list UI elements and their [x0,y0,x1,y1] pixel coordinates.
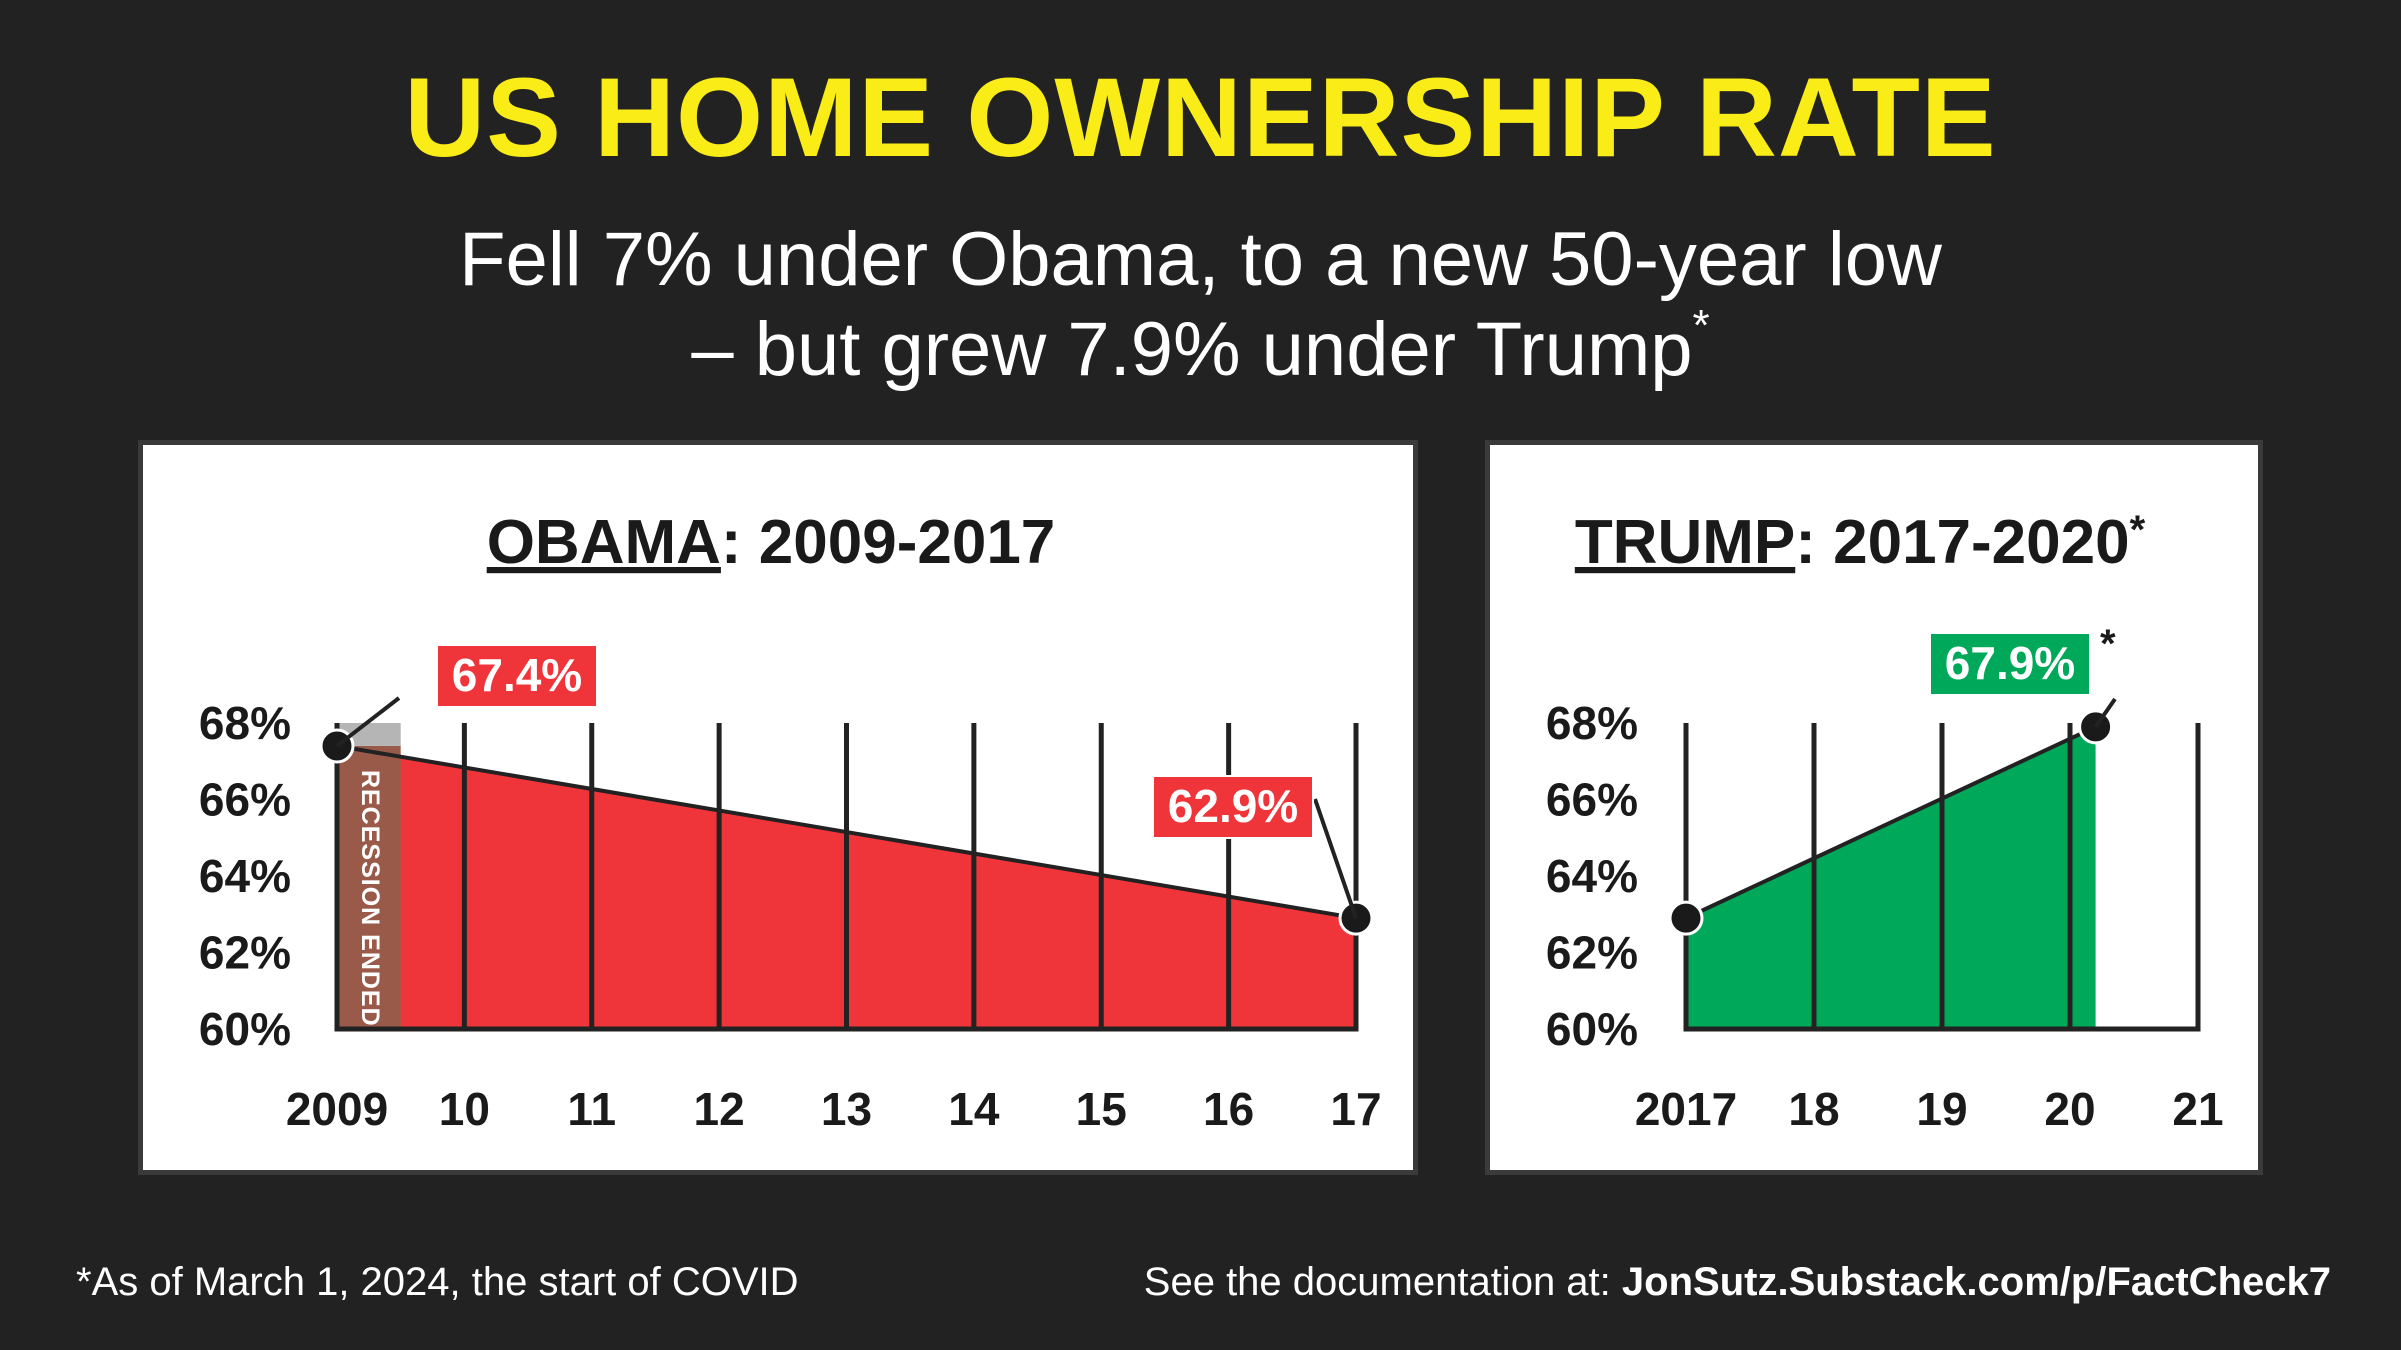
obama-chart-panel: OBAMA: 2009-2017 RECESSION ENDED 60% 62% 64%… [138,440,1418,1175]
x-tick-label: 18 [1788,1083,1839,1135]
subtitle-asterisk: * [1692,301,1710,350]
x-tick-label: 19 [1916,1083,1967,1135]
x-tick-label: 15 [1076,1083,1127,1135]
recession-label: RECESSION ENDED [356,770,384,1027]
y-tick-label: 68% [1546,697,1638,749]
y-tick-label: 64% [1546,850,1638,902]
panel-title-range: : 2017-2020 [1795,508,2129,577]
data-label-leader [2093,697,2117,728]
data-label-leader [335,696,401,748]
series-area [1686,726,2096,1029]
panel-title-name: TRUMP [1575,508,1795,577]
chart-title: US HOME OWNERSHIP RATE [404,55,1997,180]
data-label: 62.9% [1168,780,1298,832]
panel-title-name: OBAMA [487,508,721,577]
subtitle-line-2: – but grew 7.9% under Trump* [0,304,2401,388]
x-tick-label: 11 [567,1083,616,1135]
subtitle-line-2-text: – but grew 7.9% under Trump [691,307,1693,392]
subtitle-line-1: Fell 7% under Obama, to a new 50-year lo… [459,217,1942,302]
data-label: 67.4% [452,649,582,701]
y-tick-label: 60% [1546,1003,1638,1055]
x-tick-label: 14 [948,1083,1000,1135]
data-label: 67.9% [1945,637,2075,689]
footnote: *As of March 1, 2024, the start of COVID [76,1260,799,1304]
data-label-box [1152,775,1314,839]
trump-chart-panel: TRUMP: 2017-2020* 60% 62% 64% 66% 68% 2017 18 19… [1485,440,2263,1175]
x-tick-label: 20 [2044,1083,2095,1135]
y-tick-label: 68% [199,697,291,749]
source-link[interactable]: JonSutz.Substack.com/p/FactCheck7 [1621,1260,2331,1304]
panel-title-range: : 2009-2017 [721,508,1055,577]
y-tick-label: 66% [1546,774,1638,826]
obama-chart: OBAMA: 2009-2017 RECESSION ENDED 60% 62% 64%… [199,508,1382,1135]
y-tick-label: 64% [199,850,291,902]
trump-chart: TRUMP: 2017-2020*60%62%64%66%68%2017 18 19… [1546,508,2224,1135]
series-line [1685,725,2097,920]
panel-title-asterisk: * [2130,508,2146,552]
x-tick-label: 2017 [1635,1083,1737,1135]
recession-band [337,745,401,1029]
y-tick-label: 62% [1546,927,1638,979]
y-tick-label: 62% [199,927,291,979]
data-point-0 [1668,900,1704,936]
source-note: See the documentation at: JonSutz.Substa… [1144,1262,2331,1302]
y-tick-label: 60% [199,1003,291,1055]
source-prefix: See the documentation at: [1143,1260,1611,1304]
x-tick-label: 13 [821,1083,872,1135]
data-label-box [436,644,598,708]
data-label-asterisk: * [2100,622,2116,666]
x-tick-label: 2009 [286,1083,388,1135]
data-label-leader [1313,798,1358,919]
panel-title: OBAMA: 2009-2017 [487,508,1056,577]
x-tick-label: 12 [694,1083,745,1135]
x-tick-label: 17 [1330,1083,1381,1135]
x-tick-label: 10 [439,1083,490,1135]
x-tick-label: 16 [1203,1083,1254,1135]
panel-title: TRUMP: 2017-2020* [1575,508,2146,577]
x-tick-label: 21 [2172,1083,2223,1135]
series-line [336,743,1357,921]
y-tick-label: 66% [199,774,291,826]
data-label-box [1929,632,2091,696]
